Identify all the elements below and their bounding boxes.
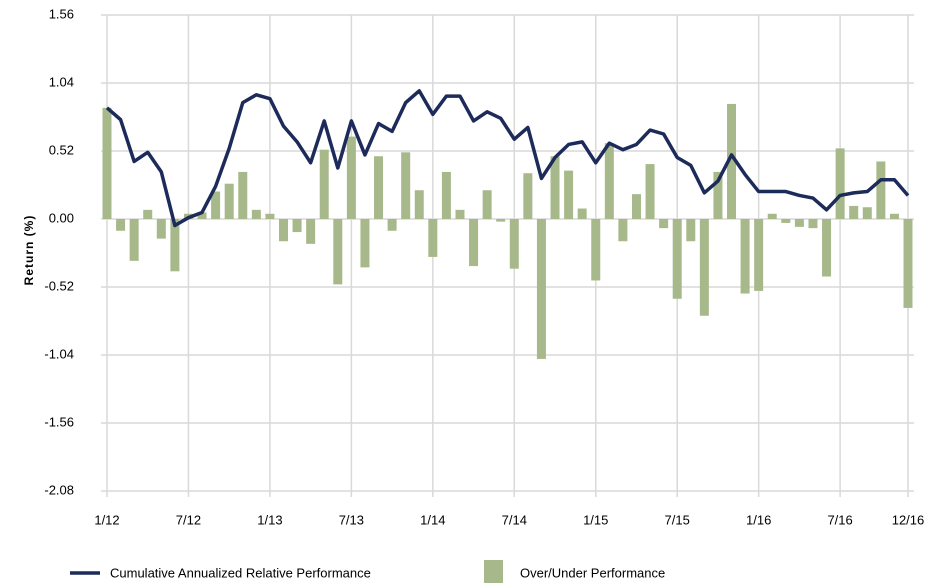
bar bbox=[672, 219, 682, 299]
bar bbox=[401, 152, 411, 219]
bar bbox=[102, 107, 112, 219]
bar bbox=[631, 194, 641, 219]
bar bbox=[428, 219, 438, 257]
bar bbox=[699, 219, 709, 316]
bar bbox=[292, 219, 302, 233]
bar bbox=[536, 219, 546, 359]
bar bbox=[645, 164, 655, 219]
bar bbox=[822, 219, 832, 277]
bar bbox=[116, 219, 126, 231]
bar bbox=[224, 183, 234, 219]
x-tick-label: 1/16 bbox=[746, 512, 771, 527]
bar bbox=[659, 219, 669, 229]
x-tick-label: 7/15 bbox=[665, 512, 690, 527]
bar bbox=[781, 219, 791, 223]
legend-label: Over/Under Performance bbox=[520, 565, 665, 580]
bar bbox=[767, 213, 777, 219]
bar bbox=[143, 209, 153, 219]
bar bbox=[306, 219, 316, 244]
y-tick-label: 1.04 bbox=[49, 74, 74, 89]
bar bbox=[414, 190, 424, 219]
y-tick-label: 1.56 bbox=[49, 6, 74, 21]
x-tick-label: 7/12 bbox=[176, 512, 201, 527]
bar bbox=[876, 161, 886, 219]
bar bbox=[170, 219, 180, 272]
bar bbox=[129, 219, 139, 261]
bar bbox=[197, 212, 207, 219]
bar bbox=[387, 219, 397, 231]
y-tick-label: 0.00 bbox=[49, 210, 74, 225]
bar bbox=[278, 219, 288, 242]
bar bbox=[618, 219, 628, 242]
y-tick-label: -0.52 bbox=[44, 278, 74, 293]
bar bbox=[889, 213, 899, 219]
bar bbox=[455, 209, 465, 219]
bar bbox=[835, 148, 845, 219]
x-tick-label: 1/13 bbox=[257, 512, 282, 527]
line bbox=[105, 89, 910, 228]
legend-label: Cumulative Annualized Relative Performan… bbox=[110, 565, 371, 580]
bar bbox=[441, 171, 451, 219]
x-tick-label: 12/16 bbox=[892, 512, 925, 527]
bar bbox=[862, 207, 872, 219]
y-axis-label: Return (%) bbox=[22, 215, 36, 286]
bar bbox=[591, 219, 601, 281]
bar bbox=[604, 143, 614, 219]
bar bbox=[482, 190, 492, 219]
y-tick-label: -1.56 bbox=[44, 414, 74, 429]
bar bbox=[156, 219, 166, 239]
bar bbox=[251, 209, 261, 219]
x-tick-label: 1/14 bbox=[420, 512, 445, 527]
bar bbox=[849, 205, 859, 219]
x-tick-label: 7/13 bbox=[339, 512, 364, 527]
legend-swatch bbox=[484, 560, 503, 583]
bar bbox=[550, 156, 560, 219]
bar bbox=[496, 219, 506, 222]
bar bbox=[794, 219, 804, 227]
y-tick-label: 0.52 bbox=[49, 142, 74, 157]
bar bbox=[577, 208, 587, 219]
bar bbox=[740, 219, 750, 294]
x-tick-label: 1/15 bbox=[583, 512, 608, 527]
bar bbox=[469, 219, 479, 267]
bar bbox=[265, 213, 275, 219]
bar bbox=[686, 219, 696, 242]
bar bbox=[238, 171, 248, 219]
bar bbox=[346, 136, 356, 219]
x-tick-label: 7/14 bbox=[502, 512, 527, 527]
y-tick-label: -2.08 bbox=[44, 482, 74, 497]
bar bbox=[360, 219, 370, 268]
bar bbox=[713, 171, 723, 219]
bar bbox=[211, 191, 221, 219]
x-tick-label: 1/12 bbox=[94, 512, 119, 527]
x-tick-label: 7/16 bbox=[827, 512, 852, 527]
bar bbox=[727, 103, 737, 219]
bar bbox=[564, 170, 574, 219]
bar bbox=[319, 149, 329, 219]
bar bbox=[808, 219, 818, 229]
bar bbox=[903, 219, 913, 308]
y-tick-label: -1.04 bbox=[44, 346, 74, 361]
bar bbox=[523, 173, 533, 219]
bar bbox=[333, 219, 343, 285]
bar bbox=[509, 219, 519, 269]
bar bbox=[754, 219, 764, 291]
bar bbox=[374, 156, 384, 219]
